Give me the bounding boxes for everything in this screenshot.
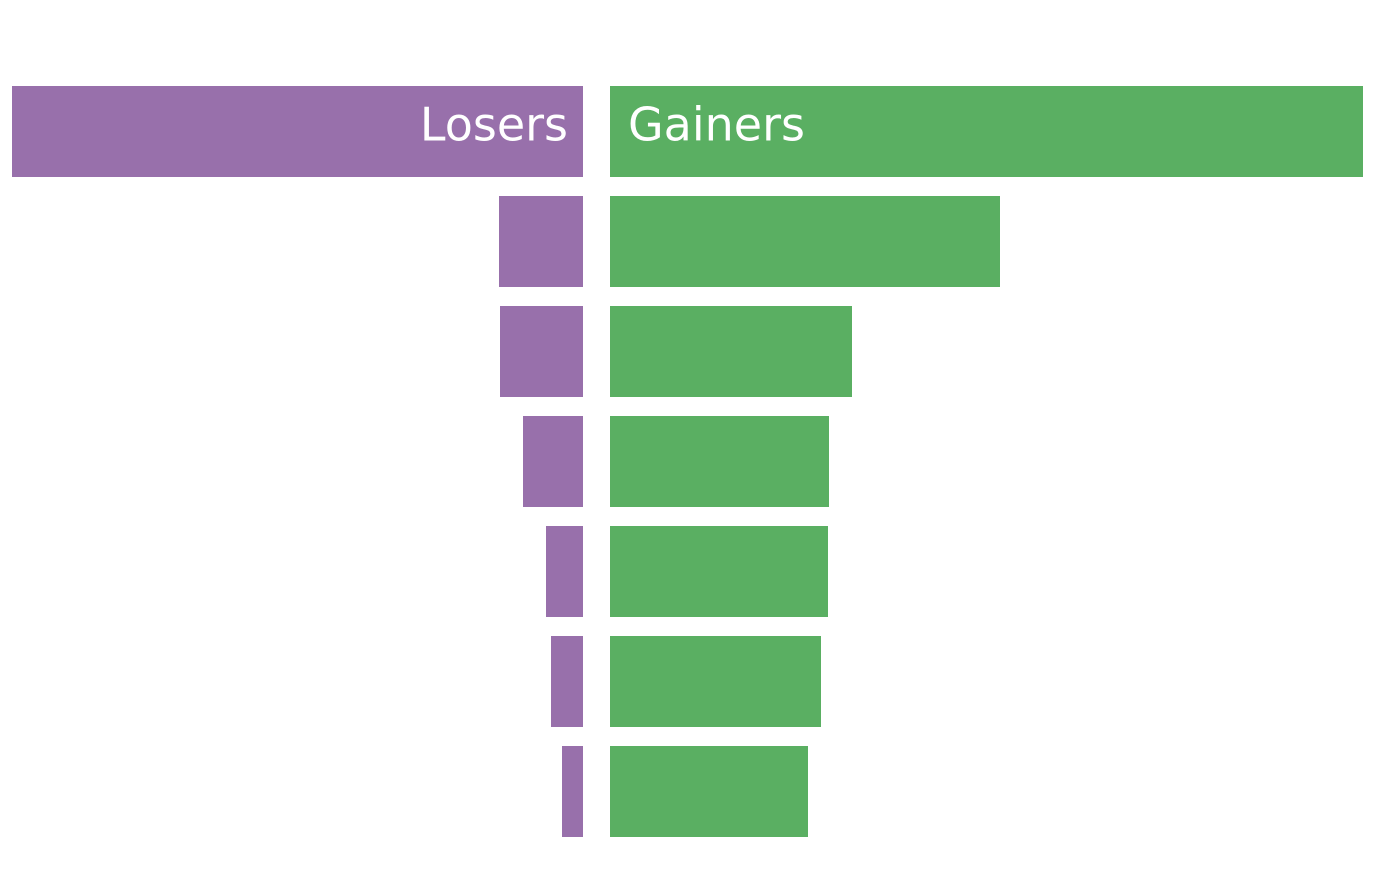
- loser-bar-4: [546, 526, 583, 617]
- loser-bar-2: [500, 306, 583, 397]
- losers-header-bar: [12, 86, 583, 177]
- gainers-bars: [610, 196, 1000, 837]
- loser-bar-3: [523, 416, 583, 507]
- loser-bar-1: [499, 196, 583, 287]
- losers-header-label: Losers: [420, 98, 568, 152]
- gainers-header-label: Gainers: [628, 98, 805, 152]
- gainer-bar-6: [610, 746, 808, 837]
- header-group: Losers Gainers: [12, 86, 1363, 177]
- gainer-bar-3: [610, 416, 829, 507]
- losers-bars: [499, 196, 583, 837]
- gainer-bar-5: [610, 636, 821, 727]
- gainer-bar-2: [610, 306, 852, 397]
- loser-bar-6: [562, 746, 583, 837]
- loser-bar-5: [551, 636, 583, 727]
- gainer-bar-4: [610, 526, 828, 617]
- gainers-header-bar: [610, 86, 1363, 177]
- gainer-bar-1: [610, 196, 1000, 287]
